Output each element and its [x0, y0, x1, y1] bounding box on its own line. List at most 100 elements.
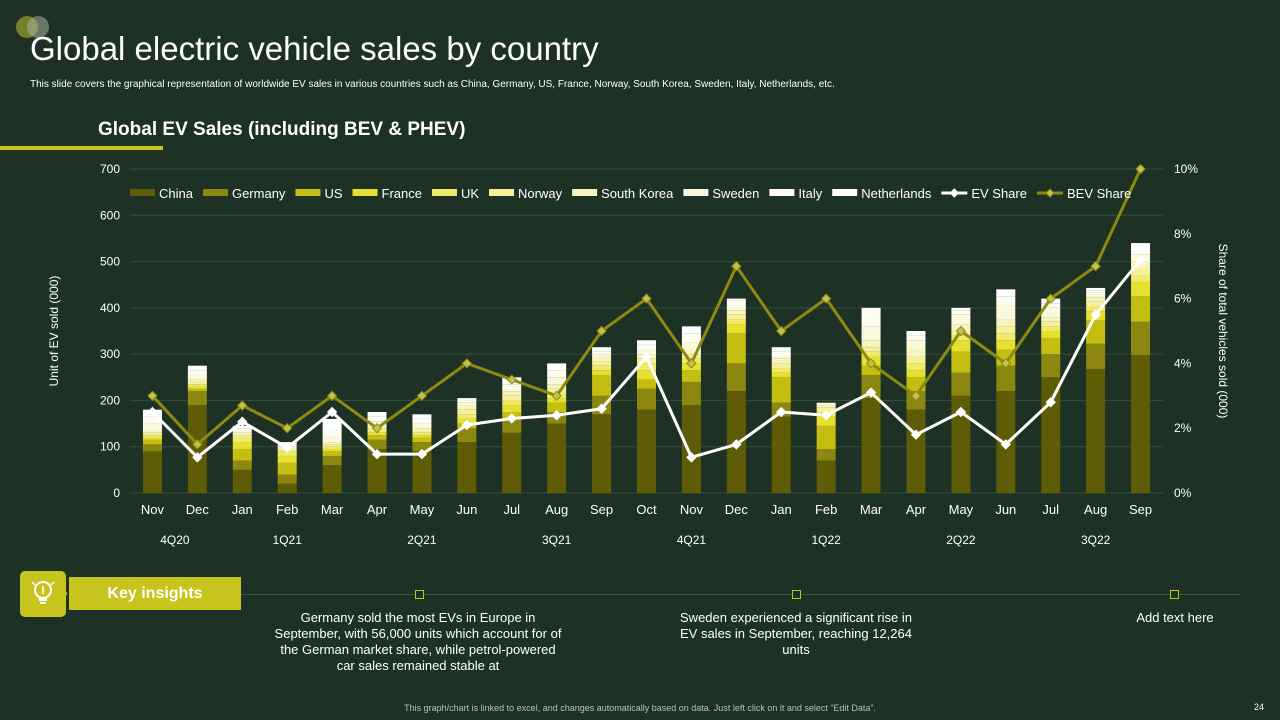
footer-note: This graph/chart is linked to excel, and… — [404, 703, 876, 713]
y2-tick-label: 8% — [1174, 227, 1192, 241]
bar-italy — [457, 400, 477, 403]
bar-france — [726, 324, 746, 334]
insight-text-2: Sweden experienced a significant rise in… — [680, 610, 912, 657]
legend-label: US — [324, 186, 342, 201]
legend-marker — [1045, 188, 1055, 198]
bar-south-korea — [681, 349, 701, 355]
legend-label: EV Share — [971, 186, 1027, 201]
x-tick-label: May — [949, 502, 974, 517]
bev-share-marker — [731, 260, 742, 272]
quarter-label: 2Q21 — [407, 533, 437, 547]
bar-sweden — [951, 314, 971, 325]
bar-norway — [1041, 321, 1061, 327]
quarter-label: 4Q20 — [160, 533, 190, 547]
bar-norway — [861, 347, 881, 352]
bar-china — [142, 451, 162, 493]
legend-swatch — [489, 189, 515, 196]
legend-swatch — [769, 189, 795, 196]
bar-norway — [187, 381, 207, 385]
bar-netherlands — [726, 298, 746, 301]
bar-norway — [996, 326, 1016, 334]
bar-us — [771, 377, 791, 403]
bar-france — [1131, 282, 1151, 297]
legend-swatch — [431, 189, 457, 196]
bev-share-marker — [192, 439, 203, 450]
bar-sweden — [771, 356, 791, 359]
bar-netherlands — [412, 414, 432, 419]
bar-france — [502, 405, 522, 412]
bar-south-korea — [861, 340, 881, 348]
bar-france — [771, 372, 791, 378]
bar-china — [1041, 377, 1061, 493]
y-tick-label: 300 — [100, 347, 120, 361]
bar-sweden — [1086, 292, 1106, 298]
bar-china — [367, 449, 387, 493]
y-tick-label: 400 — [100, 301, 120, 315]
bar-netherlands — [681, 326, 701, 334]
ev-share-marker — [1000, 439, 1012, 450]
bar-south-korea — [1131, 261, 1151, 269]
x-tick-label: May — [410, 502, 435, 517]
bar-china — [637, 409, 656, 493]
bar-uk — [502, 400, 522, 406]
ev-sales-chart: 0 100 200 300 400 500 600 700 0% 2% 4% 6% 8% 10% Unit … — [47, 162, 1230, 547]
bar-france — [637, 370, 656, 380]
bar-germany — [457, 428, 477, 443]
bar-sweden — [502, 386, 522, 392]
bar-italy — [681, 333, 701, 343]
ev-share-marker — [237, 416, 248, 427]
bar-south-korea — [187, 379, 207, 382]
ev-share-marker — [192, 452, 203, 463]
y-tick-label: 500 — [100, 255, 120, 269]
bar-france — [592, 370, 612, 375]
bar-us — [547, 402, 567, 412]
y2-tick-label: 2% — [1174, 421, 1192, 435]
bar-italy — [637, 344, 656, 350]
bar-italy — [502, 384, 522, 387]
y2-tick-label: 10% — [1174, 162, 1198, 176]
bar-us — [277, 462, 297, 475]
legend-label: UK — [461, 186, 479, 201]
bev-share-marker — [237, 400, 248, 411]
bar-germany — [1131, 321, 1151, 356]
bar-italy — [322, 430, 342, 438]
bar-italy — [592, 351, 612, 355]
bar-sweden — [547, 377, 567, 385]
bev-share-marker — [686, 358, 697, 369]
bar-germany — [637, 388, 656, 410]
quarter-label: 3Q22 — [1081, 533, 1111, 547]
bar-italy — [412, 418, 432, 424]
bev-share-marker — [1090, 260, 1101, 272]
bar-germany — [951, 372, 971, 396]
insights-connector-line — [241, 594, 1241, 595]
bar-south-korea — [142, 430, 162, 433]
ev-share-marker — [1135, 254, 1146, 265]
bar-china — [592, 414, 612, 493]
lightbulb-icon — [20, 571, 66, 617]
bar-uk — [771, 368, 791, 373]
bar-netherlands — [187, 365, 207, 371]
legend-swatch — [352, 189, 378, 196]
bev-share-marker — [461, 358, 473, 369]
page-subtitle: This slide covers the graphical represen… — [30, 79, 835, 90]
bar-italy — [906, 335, 926, 341]
x-tick-label: Apr — [906, 502, 927, 517]
bar-uk — [277, 451, 297, 456]
bar-italy — [1131, 250, 1151, 255]
bar-norway — [906, 356, 926, 364]
bar-sweden — [412, 423, 432, 429]
insight-marker-2 — [792, 590, 801, 599]
bar-italy — [861, 312, 881, 327]
x-tick-label: Feb — [815, 502, 837, 517]
bar-china — [1131, 355, 1151, 493]
bar-china — [681, 405, 701, 493]
bar-france — [1041, 331, 1061, 338]
bar-italy — [996, 296, 1016, 306]
bar-uk — [861, 351, 881, 357]
bev-share-marker — [1135, 163, 1146, 175]
x-tick-label: Aug — [1084, 502, 1107, 517]
insight-marker-1 — [415, 590, 424, 599]
x-tick-label: Sep — [590, 502, 613, 517]
bar-norway — [322, 444, 342, 447]
bar-south-korea — [816, 405, 836, 408]
